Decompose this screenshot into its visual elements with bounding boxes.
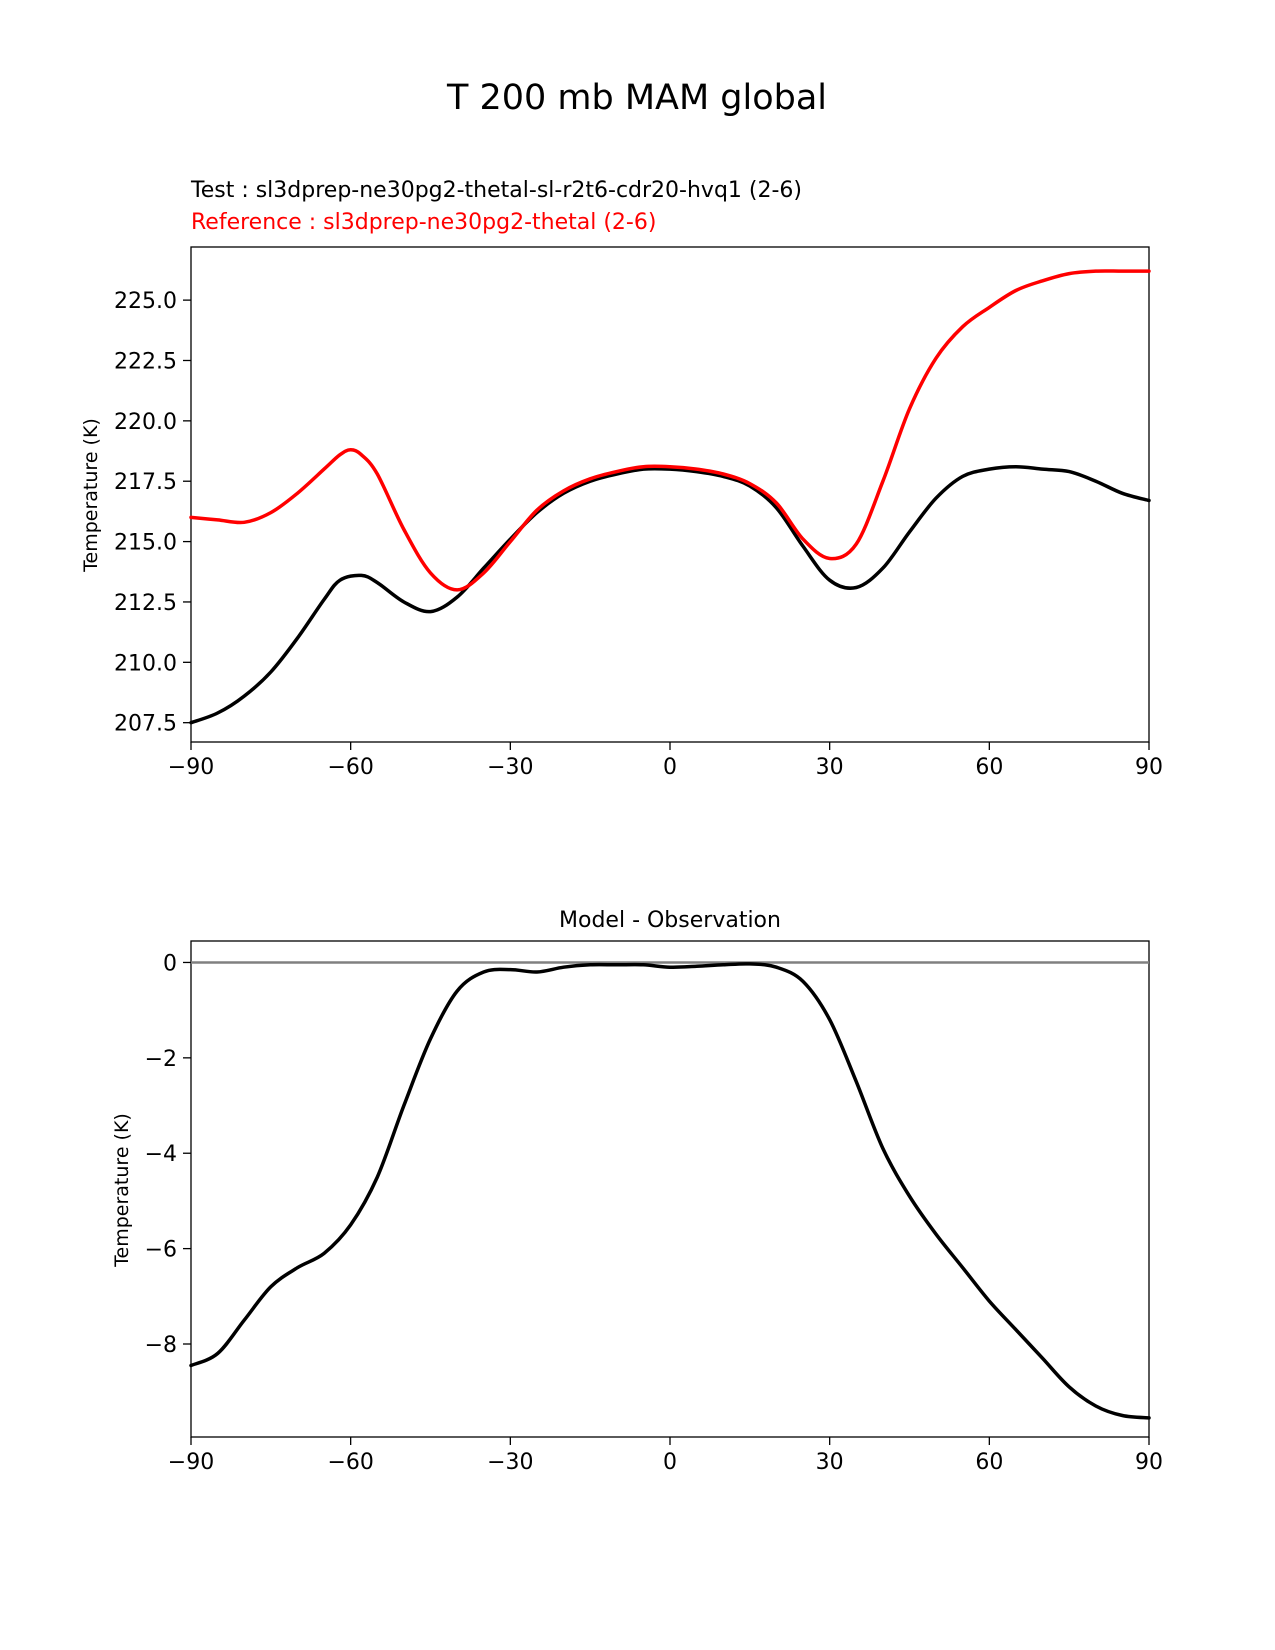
bottom-axis-ticks: −90 −60 −30 0 30 60 90 −8 −6 −4 −2 0 — [145, 951, 1163, 1475]
top-xtick-label: −90 — [168, 755, 214, 780]
top-ytick-label: 212.5 — [114, 591, 177, 616]
top-xtick-label: −30 — [487, 755, 533, 780]
bottom-xtick-label: −60 — [327, 1450, 373, 1475]
bottom-xtick-label: 30 — [816, 1450, 844, 1475]
top-ytick-label: 225.0 — [114, 289, 177, 314]
top-xtick-label: 0 — [663, 755, 677, 780]
bottom-ylabel: Temperature (K) — [111, 1113, 133, 1268]
figure-title: T 200 mb MAM global — [446, 78, 827, 118]
bottom-xtick-label: 0 — [663, 1450, 677, 1475]
bottom-xtick-label: 60 — [975, 1450, 1003, 1475]
bottom-panel: Model - Observation −90 −60 −30 0 30 60 90−8−6… — [111, 908, 1163, 1475]
top-plot-area — [190, 246, 1150, 743]
top-ytick-label: 207.5 — [114, 712, 177, 737]
top-series-lines — [189, 269, 1151, 725]
top-ylabel: Temperature (K) — [80, 418, 102, 573]
top-xtick-label: −60 — [327, 755, 373, 780]
top-ytick-label: 220.0 — [114, 410, 177, 435]
bottom-xtick-label: −30 — [487, 1450, 533, 1475]
top-series-reference — [189, 269, 1151, 592]
top-ytick-label: 217.5 — [114, 470, 177, 495]
bottom-ytick-label: −4 — [145, 1142, 177, 1167]
bottom-series-lines — [189, 961, 1151, 1420]
bottom-title: Model - Observation — [559, 908, 781, 933]
bottom-xtick-label: −90 — [168, 1450, 214, 1475]
bottom-ytick-label: 0 — [163, 951, 177, 976]
bottom-ytick-label: −6 — [145, 1238, 177, 1263]
bottom-xtick-label: 90 — [1135, 1450, 1163, 1475]
test-label: Test : sl3dprep-ne30pg2-thetal-sl-r2t6-c… — [190, 178, 802, 203]
bottom-ytick-label: −8 — [145, 1333, 177, 1358]
top-axis-ticks: −90 −60 −30 0 30 60 90 207.5 210.0 212.5 215.0 217.… — [114, 289, 1163, 780]
top-panel: Test : sl3dprep-ne30pg2-thetal-sl-r2t6-c… — [80, 178, 1163, 780]
bottom-plot-area — [190, 940, 1150, 1438]
bottom-ytick-label: −2 — [145, 1047, 177, 1072]
top-xtick-label: 30 — [816, 755, 844, 780]
top-xtick-label: 90 — [1135, 755, 1163, 780]
top-ytick-label: 222.5 — [114, 349, 177, 374]
top-xtick-label: 60 — [975, 755, 1003, 780]
top-ytick-label: 215.0 — [114, 531, 177, 556]
top-series-test — [189, 464, 1151, 725]
bottom-series-model-observation — [189, 962, 1151, 1420]
top-ytick-label: 210.0 — [114, 651, 177, 676]
reference-label: Reference : sl3dprep-ne30pg2-thetal (2-6… — [191, 210, 656, 235]
